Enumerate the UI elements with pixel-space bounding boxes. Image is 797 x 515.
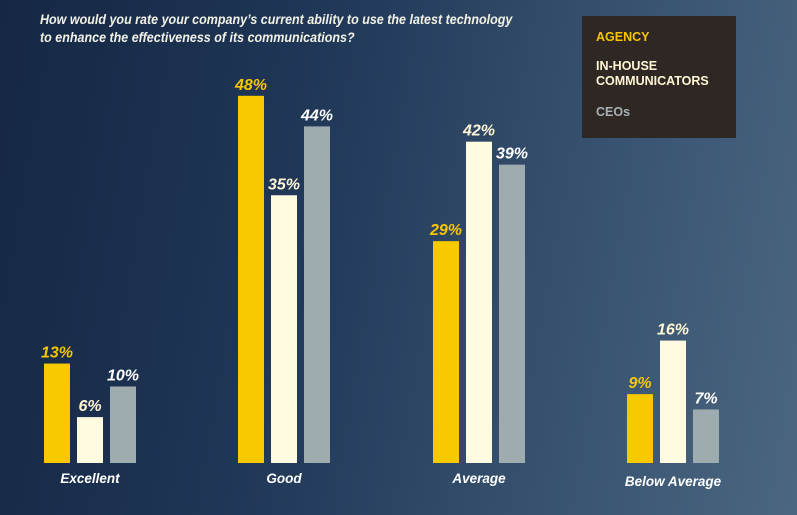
- legend: AGENCY IN-HOUSE COMMUNICATORS CEOs: [582, 16, 736, 138]
- chart-title: How would you rate your company’s curren…: [40, 12, 513, 45]
- bar-ceos-excellent: [110, 386, 136, 463]
- legend-item-in-house-communicators: IN-HOUSE COMMUNICATORS: [596, 59, 709, 88]
- category-label-below-average: Below Average: [625, 474, 722, 489]
- bar-in-house-communicators-average: [466, 141, 492, 463]
- bar-agency-average: [433, 241, 459, 463]
- data-label-ceos-below-average: 7%: [694, 390, 717, 407]
- data-label-agency-excellent: 13%: [41, 345, 73, 362]
- data-label-agency-below-average: 9%: [628, 375, 651, 392]
- data-label-agency-average: 29%: [429, 222, 462, 239]
- bar-agency-good: [238, 95, 264, 464]
- bar-in-house-communicators-excellent: [77, 417, 103, 463]
- bar-in-house-communicators-good: [271, 195, 297, 463]
- data-label-in-house-communicators-average: 42%: [462, 123, 495, 140]
- data-label-in-house-communicators-below-average: 16%: [657, 322, 689, 339]
- data-label-ceos-good: 44%: [300, 107, 333, 124]
- category-label-excellent: Excellent: [60, 471, 120, 486]
- bar-in-house-communicators-below-average: [660, 340, 686, 463]
- bar-ceos-good: [304, 126, 330, 464]
- category-label-good: Good: [266, 471, 302, 486]
- data-label-agency-good: 48%: [234, 77, 267, 94]
- legend-item-agency: AGENCY: [596, 30, 650, 44]
- bar-agency-excellent: [44, 363, 70, 463]
- data-label-ceos-excellent: 10%: [107, 368, 139, 385]
- bar-ceos-average: [499, 164, 525, 463]
- bar-ceos-below-average: [693, 409, 719, 463]
- data-label-in-house-communicators-excellent: 6%: [78, 398, 101, 415]
- data-label-ceos-average: 39%: [496, 146, 528, 163]
- bar-agency-below-average: [627, 394, 653, 463]
- data-label-in-house-communicators-good: 35%: [268, 176, 300, 193]
- legend-item-ceos: CEOs: [596, 105, 631, 119]
- category-label-average: Average: [451, 471, 506, 486]
